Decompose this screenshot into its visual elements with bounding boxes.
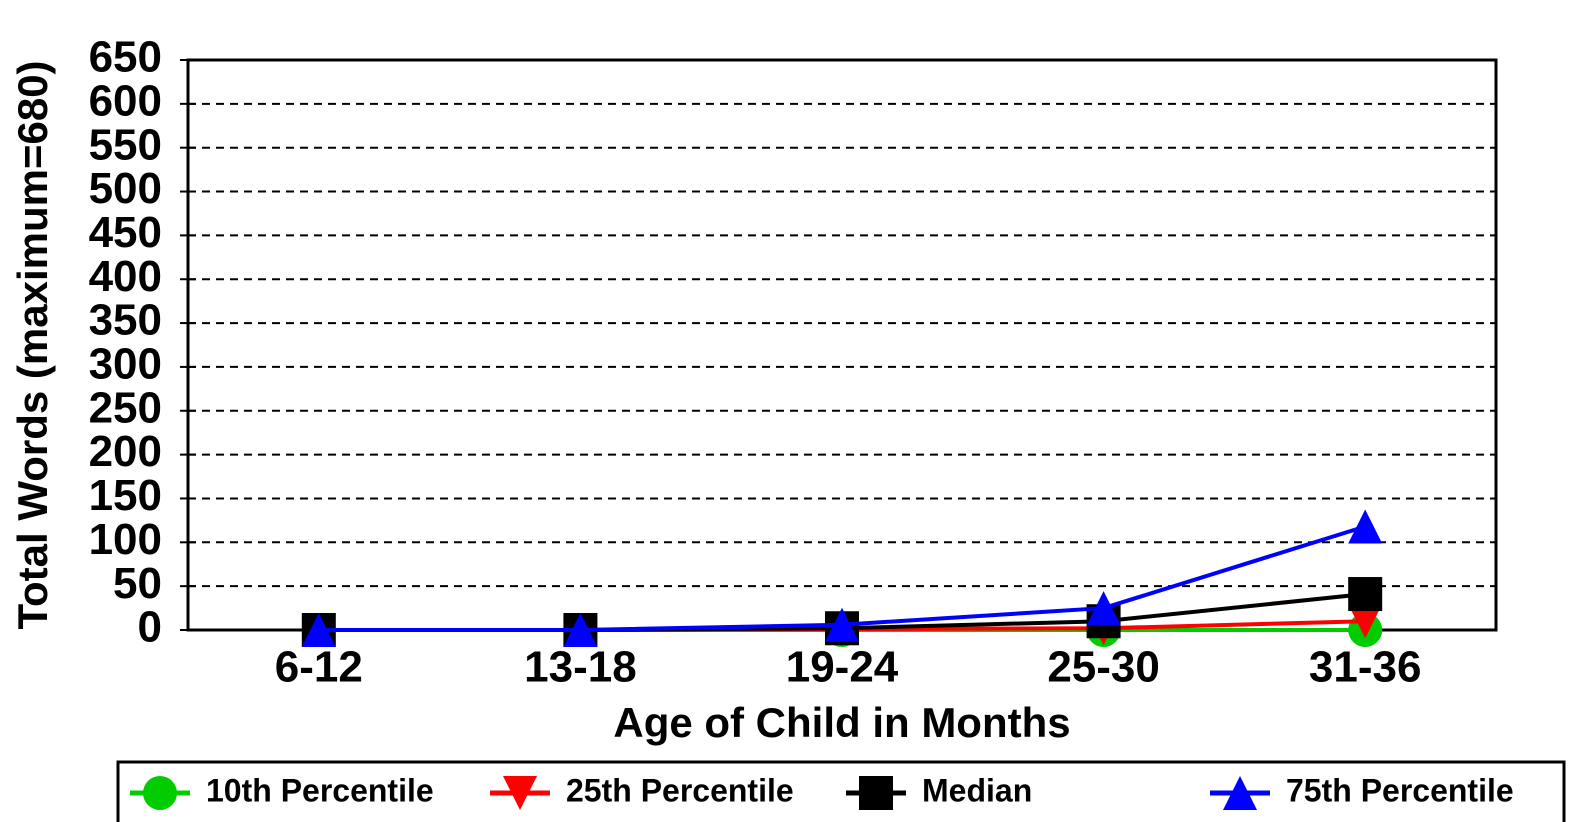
y-tick-label: 500 bbox=[89, 164, 162, 213]
marker bbox=[825, 607, 859, 642]
legend-marker bbox=[503, 776, 537, 810]
y-tick-label: 650 bbox=[89, 33, 162, 82]
y-tick-label: 450 bbox=[89, 208, 162, 257]
x-tick-label: 31-36 bbox=[1309, 643, 1422, 692]
marker bbox=[1086, 591, 1121, 626]
y-tick-label: 250 bbox=[89, 383, 162, 432]
y-tick-label: 550 bbox=[89, 120, 162, 169]
legend-label: 25th Percentile bbox=[566, 772, 794, 808]
y-tick-label: 200 bbox=[89, 427, 162, 476]
marker bbox=[563, 613, 598, 647]
marker bbox=[1348, 604, 1383, 639]
legend-box bbox=[116, 760, 1566, 822]
y-tick-label: 150 bbox=[89, 471, 162, 520]
plot-frame bbox=[186, 58, 1498, 632]
marker bbox=[1348, 577, 1383, 612]
x-tick-label: 25-30 bbox=[1047, 643, 1160, 692]
y-tick-label: 300 bbox=[89, 340, 162, 389]
x-tick-label: 13-18 bbox=[524, 643, 637, 692]
legend-label: Median bbox=[922, 772, 1032, 808]
x-axis-title: Age of Child in Months bbox=[613, 699, 1070, 746]
y-axis-title: Total Words (maximum=680) bbox=[9, 60, 56, 629]
x-tick-label: 19-24 bbox=[786, 643, 899, 692]
marker bbox=[1348, 509, 1383, 544]
y-tick-label: 0 bbox=[138, 603, 162, 652]
legend-label: 75th Percentile bbox=[1286, 772, 1514, 808]
y-tick-label: 400 bbox=[89, 252, 162, 301]
marker bbox=[301, 613, 336, 647]
y-tick-label: 350 bbox=[89, 296, 162, 345]
legend-marker bbox=[1223, 776, 1257, 810]
x-tick-label: 6-12 bbox=[275, 643, 363, 692]
legend-marker bbox=[859, 776, 893, 810]
y-tick-label: 600 bbox=[89, 76, 162, 125]
legend-marker bbox=[143, 776, 177, 810]
y-tick-label: 100 bbox=[89, 515, 162, 564]
legend-label: 10th Percentile bbox=[206, 772, 434, 808]
y-tick-label: 50 bbox=[113, 559, 162, 608]
